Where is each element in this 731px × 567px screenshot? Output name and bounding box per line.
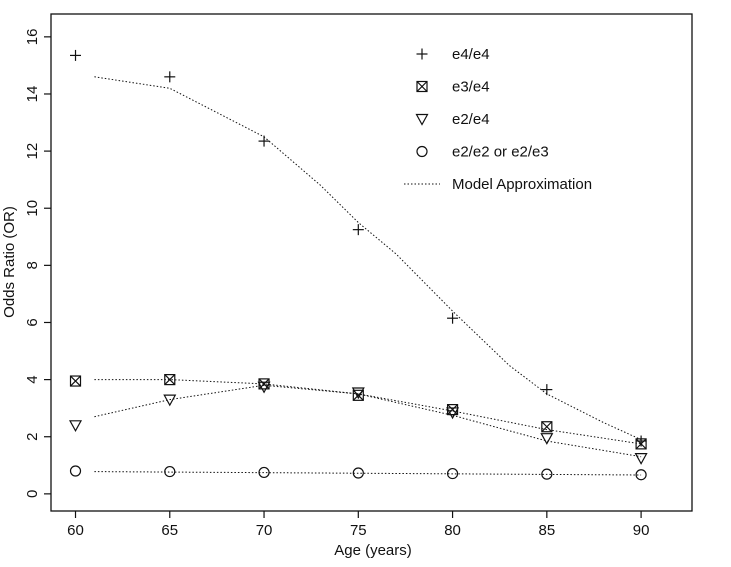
legend-label: e4/e4 [452,46,490,63]
axes: 60 65 70 75 80 85 90 0 2 4 6 8 10 12 14 16 [24,29,649,539]
data-point [352,224,364,236]
data-point [634,453,648,465]
model-line [94,471,642,476]
legend-marker [416,145,428,158]
data-point [635,435,647,447]
x-tick-label: 80 [444,522,461,539]
legend-label: e3/e4 [452,79,490,96]
y-tick-label: 14 [24,86,41,103]
x-tick-label: 60 [67,522,84,539]
data-point [70,49,82,61]
data-point [257,381,271,394]
data-point [446,404,459,416]
y-tick-label: 6 [24,318,41,326]
model-lines [94,76,642,476]
data-point [635,469,647,481]
data-point [540,433,554,445]
data-point [69,465,82,477]
y-tick-label: 0 [24,490,41,498]
legend-marker [416,48,428,60]
data-point [68,420,83,433]
data-point [541,384,553,396]
data-point [446,467,459,480]
legend-label: e2/e4 [452,111,490,128]
data-point [258,466,270,479]
data-point [541,468,553,480]
data-point [164,71,176,83]
data-point [258,378,270,390]
data-point [164,374,176,386]
data-points [68,49,648,481]
y-tick-label: 10 [24,200,41,217]
y-tick-label: 4 [24,375,41,383]
y-axis-label: Odds Ratio (OR) [1,206,18,318]
data-point [447,312,459,324]
data-point [163,394,177,407]
x-tick-label: 70 [256,522,273,539]
x-tick-label: 90 [633,522,650,539]
data-point [69,375,82,387]
x-axis-label: Age (years) [334,542,412,559]
y-tick-label: 12 [24,143,41,160]
y-tick-label: 8 [24,261,41,269]
data-point [541,421,553,433]
plot-frame [50,13,693,512]
data-point [446,407,460,420]
y-tick-label: 16 [24,29,41,46]
x-tick-label: 85 [538,522,555,539]
data-point [258,135,270,147]
legend-marker [416,80,428,93]
model-line [94,76,642,441]
legend-marker [415,113,429,126]
data-point [164,465,176,478]
model-line [94,384,642,458]
legend-label: e2/e2 or e2/e3 [452,144,549,161]
model-line [94,379,642,445]
x-tick-label: 65 [161,522,178,539]
legend-label: Model Approximation [452,176,592,193]
x-tick-label: 75 [350,522,367,539]
legend: e4/e4 e3/e4 e2/e4 e2/e2 or e2/e3 Model Appro… [404,46,592,193]
y-tick-label: 2 [24,433,41,441]
data-point [351,387,365,400]
data-point [352,467,364,479]
data-point [635,438,647,450]
